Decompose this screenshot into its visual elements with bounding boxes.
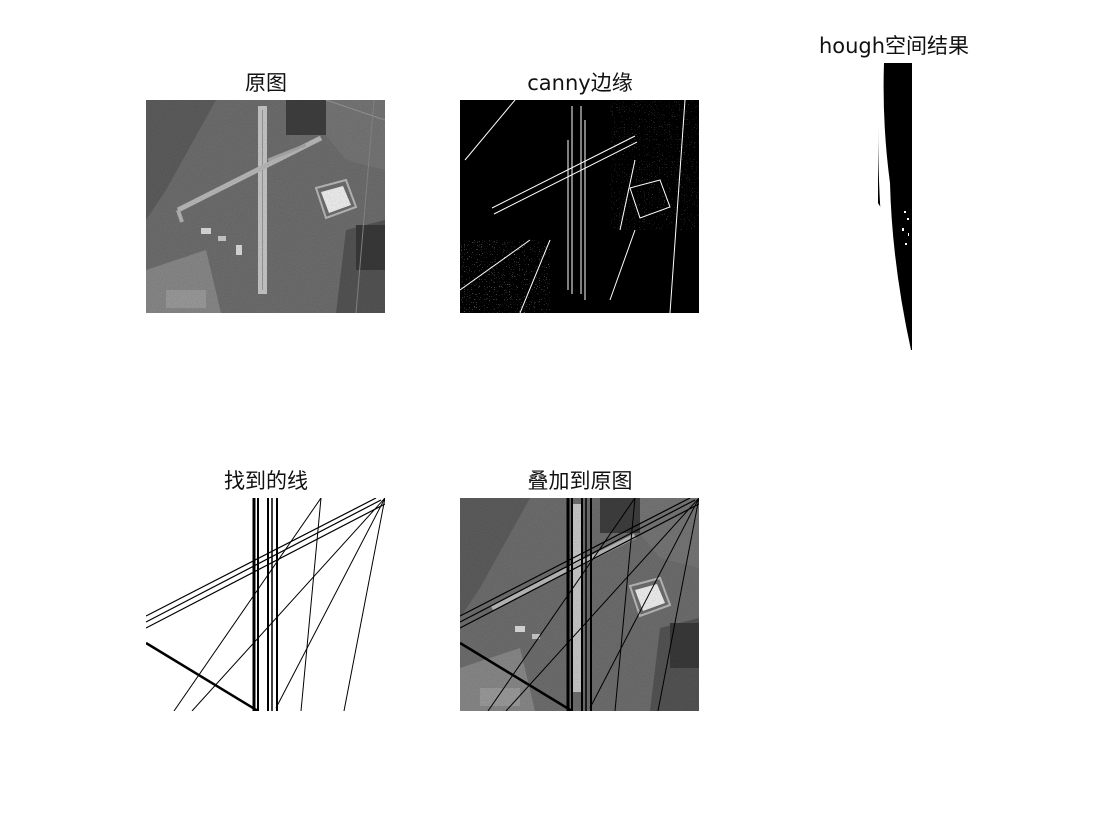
original-image-title: 原图 bbox=[245, 71, 287, 95]
overlay-title: 叠加到原图 bbox=[527, 469, 633, 493]
found-lines-title: 找到的线 bbox=[224, 469, 308, 493]
original-image bbox=[146, 100, 385, 313]
hough-space-image bbox=[878, 63, 912, 350]
hough-space-title: hough空间结果 bbox=[818, 34, 970, 58]
found-lines-image bbox=[146, 498, 385, 711]
canny-edges-image bbox=[460, 100, 699, 313]
overlay-image bbox=[460, 498, 699, 711]
canny-edges-title: canny边缘 bbox=[527, 71, 633, 95]
